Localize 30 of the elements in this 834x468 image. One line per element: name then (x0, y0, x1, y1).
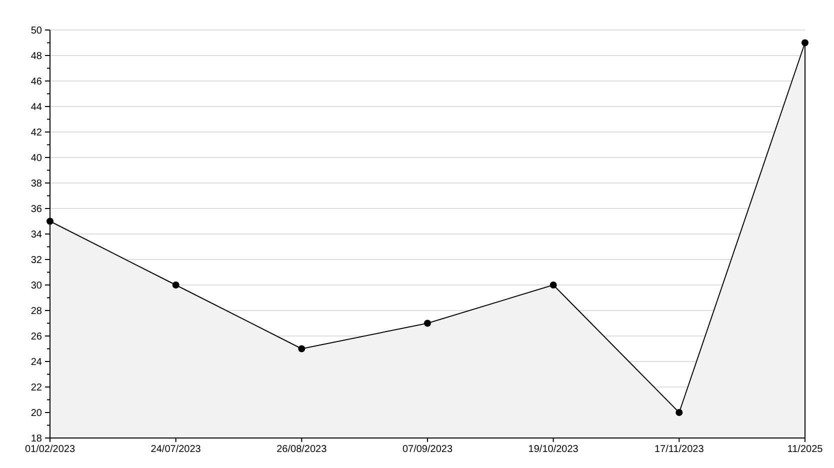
x-tick-label: 24/07/2023 (150, 444, 202, 455)
y-tick-label: 18 (30, 434, 42, 444)
y-tick-label: 48 (30, 51, 42, 62)
x-tick-label: 07/09/2023 (402, 444, 453, 455)
y-tick-label: 50 (30, 26, 42, 36)
x-tick-label: 01/02/2023 (24, 444, 76, 455)
y-tick-label: 36 (30, 204, 42, 215)
x-tick-label: 17/11/2023 (654, 444, 704, 455)
point (424, 320, 431, 327)
x-tick-label: 11/2025 (787, 444, 824, 455)
y-tick-label: 22 (30, 382, 42, 394)
point (298, 345, 306, 352)
x-tick-label: 26/08/2023 (276, 444, 328, 455)
y-tick-label: 38 (30, 178, 42, 190)
y-tick-label: 26 (30, 332, 42, 342)
y-tick-label: 30 (30, 280, 42, 292)
x-tick-label: 19/10/2023 (528, 444, 579, 455)
y-tick-label: 34 (30, 230, 42, 240)
y-tick-label: 44 (30, 102, 42, 113)
y-tick-label: 24 (30, 357, 42, 368)
point (550, 282, 557, 288)
y-tick-label: 46 (30, 76, 42, 88)
point (802, 39, 808, 46)
y-tick-label: 40 (30, 153, 42, 164)
y-tick-label: 20 (30, 408, 42, 419)
point (676, 409, 683, 416)
y-tick-label: 42 (30, 128, 42, 138)
y-tick-label: 28 (30, 306, 42, 317)
point (172, 282, 180, 288)
y-tick-label: 32 (30, 255, 42, 266)
